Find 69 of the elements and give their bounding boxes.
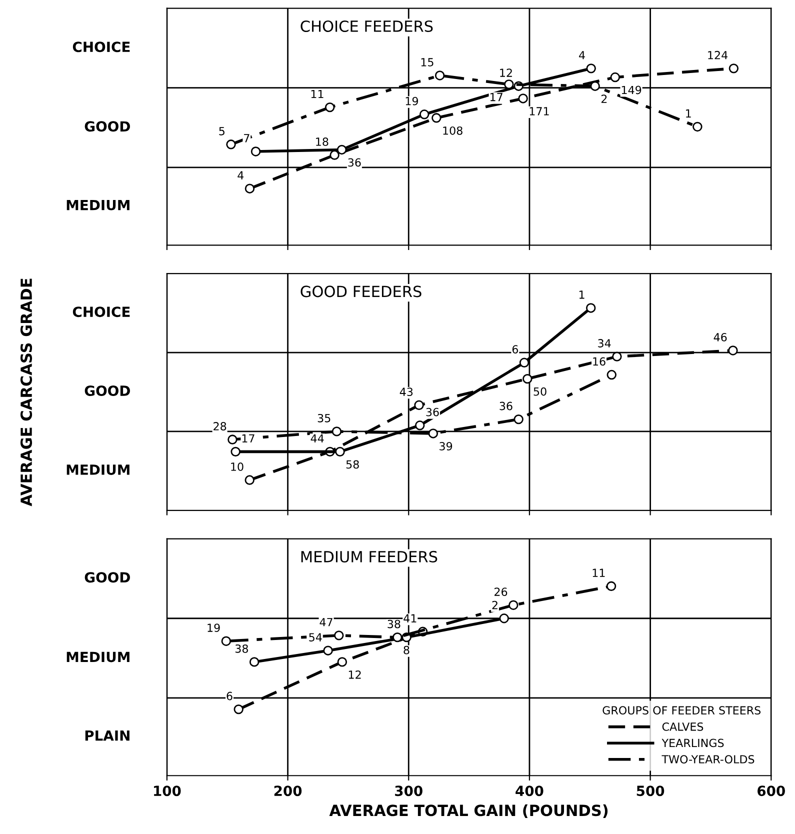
annotation: 19 [406, 96, 418, 106]
annotation: 11 [311, 90, 324, 98]
annotation: 15 [421, 58, 434, 66]
annotation: 26 [494, 588, 508, 596]
text: MEDIUM [66, 464, 130, 475]
annotation: 18 [316, 138, 328, 146]
x-tick-label: 300 [395, 786, 422, 796]
annotation: 1 [579, 290, 584, 299]
y-axis-title: AVERAGE CARCASS GRADE [20, 278, 32, 506]
annotation: 12 [500, 68, 512, 77]
text: GOOD [84, 572, 130, 583]
annotation: 149 [622, 86, 642, 94]
annotation: 6 [512, 345, 518, 354]
x-tick-label: 400 [516, 786, 544, 796]
annotation: 4 [579, 51, 585, 60]
annotation: 46 [714, 332, 727, 342]
legend-label: YEARLINGS [662, 738, 724, 748]
annotation: 8 [404, 646, 410, 654]
annotation: 39 [440, 442, 452, 450]
annotation: 6 [226, 692, 232, 700]
text: PLAIN [85, 730, 130, 741]
legend-title: GROUPS OF FEEDER STEERS [602, 706, 761, 715]
annotation: 171 [530, 107, 549, 116]
text: MEDIUM [66, 652, 130, 662]
text: MEDIUM [66, 200, 130, 210]
annotation: 1 [686, 109, 691, 118]
annotation: 44 [310, 434, 324, 442]
annotation: 10 [231, 462, 244, 471]
annotation: 4 [238, 171, 244, 180]
text: CHOICE [72, 42, 130, 52]
annotation: 16 [593, 357, 606, 366]
annotation: 12 [348, 670, 361, 679]
text: GOOD [84, 121, 130, 132]
annotation: 36 [426, 408, 439, 416]
annotation: 41 [404, 614, 416, 622]
annotation: 35 [318, 414, 330, 422]
x-axis-title: AVERAGE TOTAL GAIN (POUNDS) [329, 804, 608, 818]
x-tick-label: 600 [758, 786, 785, 796]
annotation: 5 [219, 127, 224, 136]
annotation: 17 [242, 434, 254, 442]
annotation: 124 [708, 50, 728, 60]
annotation: 36 [500, 402, 512, 410]
text: CHOICE [72, 306, 130, 318]
legend-label: CALVES [662, 722, 704, 731]
annotation: 38 [235, 644, 248, 653]
x-tick-label: 500 [636, 786, 664, 796]
chart-title: CHOICE FEEDERS [300, 20, 433, 32]
annotation: 58 [346, 460, 359, 469]
text: GOOD [84, 386, 130, 396]
annotation: 36 [348, 158, 361, 167]
annotation: 11 [592, 568, 605, 577]
annotation: 28 [214, 422, 226, 430]
chart-title: MEDIUM FEEDERS [301, 550, 438, 562]
legend-label: TWO-YEAR-OLDS [662, 755, 754, 764]
annotation: 2 [492, 600, 498, 610]
annotation: 2 [601, 94, 607, 103]
x-tick-label: 200 [274, 786, 302, 796]
annotation: 108 [443, 126, 462, 135]
annotation: 54 [309, 633, 322, 642]
annotation: 19 [208, 624, 220, 632]
annotation: 47 [320, 618, 332, 626]
annotation: 43 [400, 388, 413, 396]
chart-title: GOOD FEEDERS [300, 286, 422, 298]
annotation: 17 [490, 93, 502, 102]
annotation: 50 [534, 387, 546, 396]
annotation: 38 [388, 620, 400, 628]
annotation: 7 [244, 134, 250, 142]
annotation: 34 [598, 339, 611, 348]
x-tick-label: 100 [154, 786, 181, 796]
